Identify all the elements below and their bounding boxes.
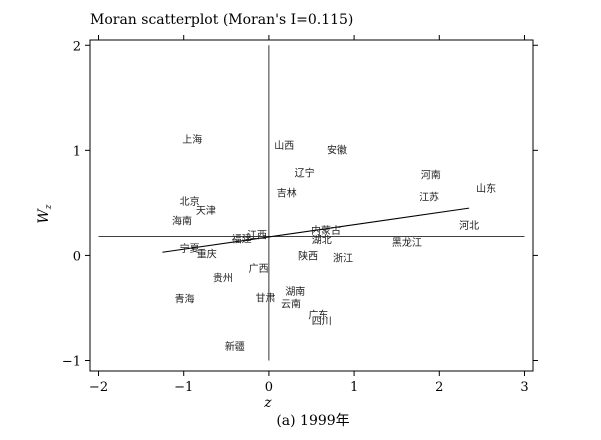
x-tick-label: 1 bbox=[350, 380, 358, 395]
point-label: 甘肃 bbox=[255, 291, 275, 304]
regression-line bbox=[162, 207, 470, 253]
point-label: 黑龙江 bbox=[392, 236, 422, 249]
x-tick-label: 3 bbox=[520, 380, 528, 395]
point-label: 湖北 bbox=[312, 235, 332, 247]
point-label: 广东 bbox=[308, 308, 328, 321]
point-label: 安徽 bbox=[327, 143, 347, 156]
point-label: 福建 bbox=[232, 233, 252, 246]
point-label: 河南 bbox=[421, 169, 441, 182]
y-tick-label: −1 bbox=[62, 354, 81, 369]
plot-frame bbox=[89, 39, 534, 372]
y-tick-label: 2 bbox=[73, 39, 81, 54]
point-label: 内蒙古 bbox=[311, 224, 341, 237]
point-label: 上海 bbox=[182, 133, 202, 146]
point-label: 山西 bbox=[274, 140, 294, 152]
point-label: 辽宁 bbox=[295, 166, 315, 179]
point-label: 新疆 bbox=[225, 340, 245, 353]
point-label: 江西 bbox=[247, 229, 267, 241]
y-axis-label-main: W bbox=[36, 208, 52, 224]
axis-ticks: −2 −1 0 1 2 3 −1 0 1 2 bbox=[62, 35, 538, 395]
point-label: 贵州 bbox=[213, 271, 233, 284]
point-label: 青海 bbox=[175, 292, 195, 305]
x-tick-label: 0 bbox=[265, 380, 273, 395]
point-label: 宁夏 bbox=[180, 242, 200, 255]
figure-caption: (a) 1999年 bbox=[276, 413, 349, 429]
x-tick-label: −1 bbox=[174, 380, 193, 395]
regression-line-group bbox=[162, 207, 470, 253]
y-tick-label: 0 bbox=[73, 249, 81, 264]
point-label: 陕西 bbox=[298, 249, 318, 262]
point-label: 吉林 bbox=[277, 186, 297, 199]
x-axis-label: z bbox=[263, 395, 272, 411]
x-tick-label: 2 bbox=[435, 380, 443, 395]
point-label: 山东 bbox=[476, 182, 496, 195]
point-label: 云南 bbox=[281, 298, 301, 311]
point-label: 四川 bbox=[312, 317, 332, 328]
y-axis-label-subscript: z bbox=[44, 204, 54, 210]
point-label: 北京 bbox=[180, 195, 200, 208]
point-label: 湖南 bbox=[285, 285, 305, 298]
point-label: 河北 bbox=[459, 220, 479, 232]
y-axis-label: Wz bbox=[36, 204, 54, 223]
point-label: 海南 bbox=[172, 215, 192, 228]
point-label: 江苏 bbox=[419, 191, 439, 204]
point-label: 浙江 bbox=[333, 253, 353, 265]
chart-title: Moran scatterplot (Moran's I=0.115) bbox=[90, 12, 353, 28]
point-label: 广西 bbox=[249, 263, 269, 275]
y-tick-label: 1 bbox=[73, 144, 81, 159]
reference-lines bbox=[98, 45, 525, 361]
x-tick-label: −2 bbox=[89, 380, 108, 395]
point-label: 天津 bbox=[196, 205, 216, 217]
point-label: 重庆 bbox=[197, 247, 217, 260]
